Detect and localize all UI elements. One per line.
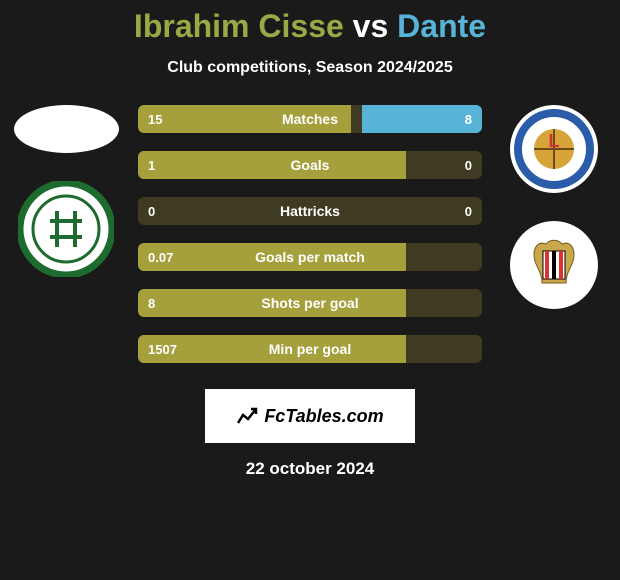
player2-club-badge-bottom [510,221,598,309]
brand-badge: FcTables.com [205,389,415,443]
stat-row: 158Matches [138,105,482,133]
stat-label: Shots per goal [138,289,482,317]
stat-label: Goals per match [138,243,482,271]
vs-text: vs [344,8,397,44]
stat-row: 10Goals [138,151,482,179]
player1-name: Ibrahim Cisse [134,8,344,44]
left-column [6,105,126,277]
stat-label: Min per goal [138,335,482,363]
right-column: L [494,105,614,337]
stat-label: Hattricks [138,197,482,225]
svg-text:L: L [549,131,560,151]
player1-avatar [14,105,119,153]
footer-date: 22 october 2024 [0,459,620,479]
page-title: Ibrahim Cisse vs Dante [0,0,620,45]
player2-club-badge-top: L [510,105,598,193]
stat-row: 8Shots per goal [138,289,482,317]
player1-club-badge [18,181,114,277]
brand-icon [236,405,258,427]
stat-bars: 158Matches 10Goals 00Hattricks 0.07Goals pe… [138,105,482,381]
stat-row: 00Hattricks [138,197,482,225]
stat-row: 1507Min per goal [138,335,482,363]
stat-label: Matches [138,105,482,133]
comparison-content: L 158Matches 10Goals 00Hattricks 0.07Goals … [0,105,620,385]
stat-label: Goals [138,151,482,179]
player2-name: Dante [397,8,486,44]
subtitle: Club competitions, Season 2024/2025 [0,59,620,77]
stat-row: 0.07Goals per match [138,243,482,271]
brand-text: FcTables.com [264,406,383,427]
